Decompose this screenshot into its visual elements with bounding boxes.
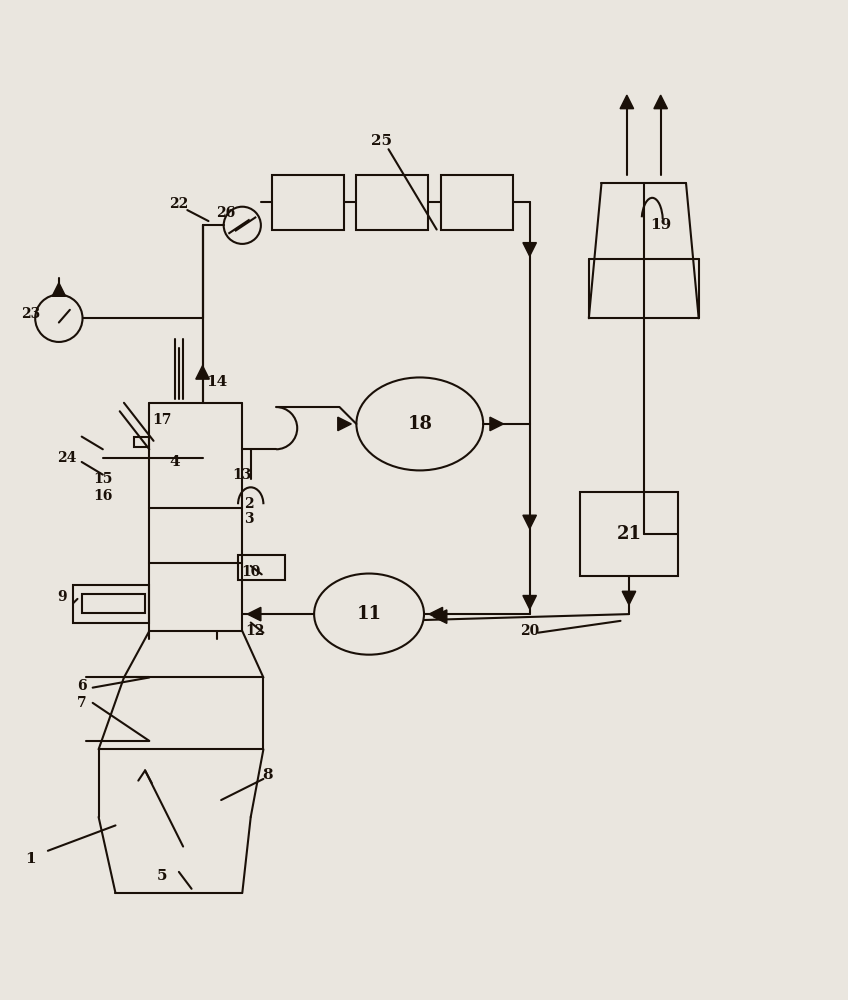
Text: 16: 16 bbox=[93, 489, 113, 503]
Text: 15: 15 bbox=[93, 472, 113, 486]
Polygon shape bbox=[433, 610, 447, 623]
Bar bbox=[272, 175, 343, 230]
Polygon shape bbox=[248, 607, 261, 621]
Text: 2: 2 bbox=[244, 497, 254, 511]
Text: 19: 19 bbox=[650, 218, 672, 232]
Text: 14: 14 bbox=[206, 375, 227, 389]
Text: 9: 9 bbox=[58, 590, 67, 604]
Bar bbox=[580, 492, 678, 576]
Polygon shape bbox=[622, 591, 636, 605]
Text: 21: 21 bbox=[616, 525, 641, 543]
Text: 24: 24 bbox=[57, 451, 76, 465]
Polygon shape bbox=[196, 366, 209, 379]
Text: 8: 8 bbox=[262, 768, 273, 782]
Bar bbox=[73, 585, 149, 623]
Bar bbox=[356, 175, 428, 230]
Polygon shape bbox=[52, 283, 65, 296]
Text: 13: 13 bbox=[232, 468, 252, 482]
Text: 6: 6 bbox=[77, 679, 86, 693]
Polygon shape bbox=[654, 95, 667, 109]
Text: 3: 3 bbox=[244, 512, 254, 526]
Bar bbox=[238, 555, 285, 580]
Bar bbox=[134, 437, 149, 447]
Polygon shape bbox=[429, 607, 443, 621]
Text: 23: 23 bbox=[21, 307, 41, 321]
Text: 12: 12 bbox=[245, 624, 265, 638]
Text: 10: 10 bbox=[241, 565, 260, 579]
Text: 5: 5 bbox=[157, 869, 167, 883]
Text: 18: 18 bbox=[407, 415, 432, 433]
Bar bbox=[81, 594, 145, 613]
Text: 17: 17 bbox=[153, 413, 171, 427]
Polygon shape bbox=[523, 515, 537, 529]
Polygon shape bbox=[338, 417, 351, 431]
Text: 11: 11 bbox=[356, 605, 382, 623]
Text: 1: 1 bbox=[25, 852, 36, 866]
Text: 26: 26 bbox=[215, 206, 235, 220]
Text: 7: 7 bbox=[77, 696, 86, 710]
Bar bbox=[441, 175, 513, 230]
Polygon shape bbox=[523, 243, 537, 256]
Polygon shape bbox=[620, 95, 633, 109]
Text: 25: 25 bbox=[371, 134, 393, 148]
Text: 4: 4 bbox=[170, 455, 180, 469]
Polygon shape bbox=[490, 417, 504, 431]
Text: 20: 20 bbox=[520, 624, 539, 638]
Text: 22: 22 bbox=[170, 197, 188, 211]
Polygon shape bbox=[523, 596, 537, 609]
